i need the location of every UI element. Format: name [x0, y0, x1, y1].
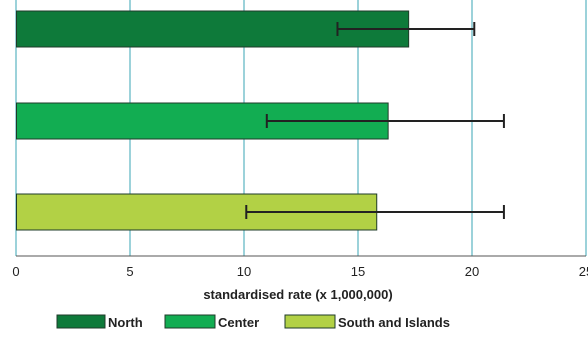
x-tick-label-10: 10: [237, 264, 251, 279]
legend-swatch-center: [164, 314, 216, 329]
legend-label-north: North: [108, 315, 143, 330]
legend-label-south-and-islands: South and Islands: [338, 315, 450, 330]
x-axis-title: standardised rate (x 1,000,000): [203, 287, 392, 302]
legend: North Center South and Islands: [56, 314, 450, 330]
legend-swatch-south-and-islands: [284, 314, 336, 329]
x-tick-label-25: 25: [579, 264, 588, 279]
error-bars: [245, 22, 505, 219]
x-tick-label-0: 0: [12, 264, 19, 279]
legend-swatch-north: [56, 314, 106, 329]
legend-label-center: Center: [218, 315, 259, 330]
x-tick-label-20: 20: [465, 264, 479, 279]
x-tick-labels: 0 5 10 15 20 25: [12, 264, 588, 279]
x-tick-label-15: 15: [351, 264, 365, 279]
x-tick-label-5: 5: [126, 264, 133, 279]
